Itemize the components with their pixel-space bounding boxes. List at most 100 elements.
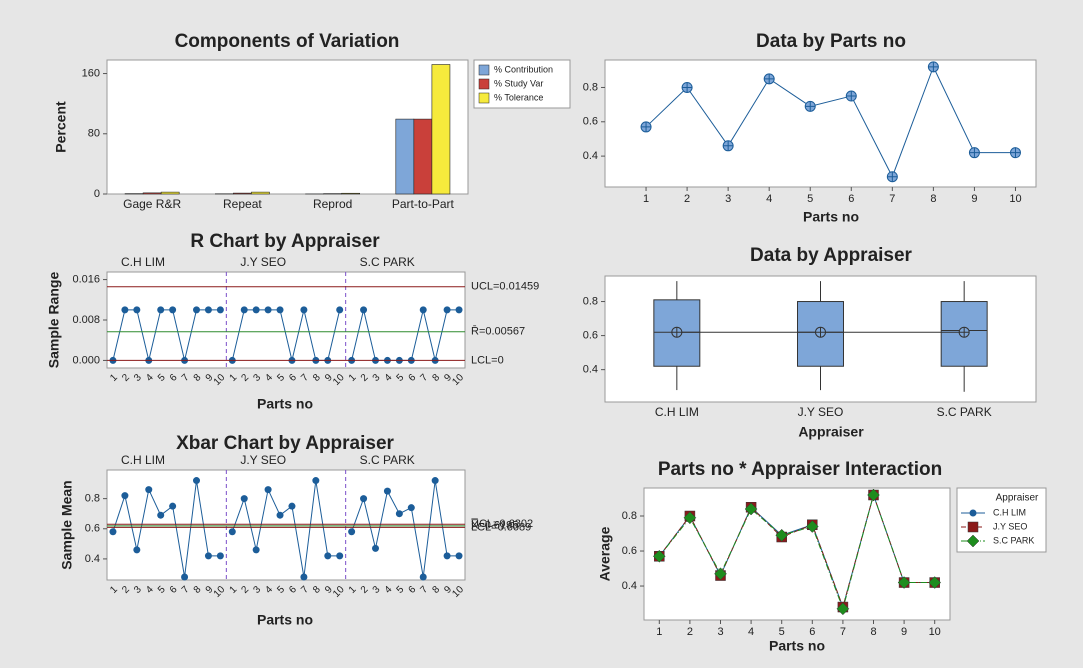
- x-tick-label: 2: [120, 584, 132, 596]
- marker-cross: [641, 121, 652, 132]
- appraiser-label: S.C PARK: [360, 255, 415, 269]
- marker: [204, 306, 212, 314]
- x-tick-label: 2: [687, 626, 693, 638]
- marker: [336, 306, 344, 314]
- x-tick-label: 10: [331, 584, 347, 600]
- marker: [652, 549, 666, 563]
- x-tick-label: 7: [889, 193, 895, 205]
- x-tick-label: 2: [359, 372, 371, 384]
- control-limit-label: X̿=0.6195: [471, 519, 519, 532]
- marker-cross: [764, 73, 775, 84]
- marker: [276, 511, 284, 519]
- x-tick-label: 7: [299, 584, 311, 596]
- marker-cross: [928, 61, 939, 72]
- x-tick-label: 7: [419, 584, 431, 596]
- marker: [264, 486, 272, 494]
- x-tick-label: 5: [156, 584, 168, 596]
- plot-area: [106, 469, 466, 581]
- x-tick-label: 8: [192, 584, 204, 596]
- y-tick-label: 0.008: [72, 314, 100, 326]
- marker: [683, 511, 697, 525]
- marker-cross: [887, 171, 898, 182]
- x-tick-label: Reprod: [313, 197, 352, 211]
- bar: [341, 192, 360, 195]
- marker: [169, 502, 177, 510]
- y-tick-label: 0.4: [583, 150, 598, 162]
- x-tick-label: 2: [120, 372, 132, 384]
- x-tick-label: 5: [156, 372, 168, 384]
- x-tick-label: 3: [371, 372, 383, 384]
- marker: [193, 477, 200, 485]
- x-tick-label: 7: [299, 372, 311, 384]
- x-tick-label: 5: [395, 372, 407, 384]
- marker: [109, 528, 117, 536]
- marker: [133, 546, 141, 554]
- x-tick-label: 10: [450, 584, 466, 600]
- x-tick-label: 8: [311, 584, 323, 596]
- x-tick-label: Repeat: [223, 197, 262, 211]
- x-tick-label: 7: [840, 626, 846, 638]
- x-tick-label: 3: [371, 584, 383, 596]
- y-tick-label: 0.8: [85, 493, 100, 505]
- x-tick-label: 4: [383, 584, 395, 596]
- marker-cross: [815, 327, 826, 338]
- x-tick-label: 5: [779, 626, 785, 638]
- marker: [276, 306, 284, 314]
- x-tick-label: S.C PARK: [937, 405, 992, 419]
- x-axis-label: Parts no: [257, 396, 313, 412]
- series-line: [112, 480, 221, 578]
- x-axis-label: Parts no: [803, 209, 859, 225]
- y-tick-label: 160: [82, 67, 100, 79]
- marker: [300, 306, 308, 314]
- x-tick-label: 1: [347, 372, 359, 384]
- legend-label: J.Y SEO: [993, 521, 1027, 531]
- y-tick-label: 0.8: [583, 81, 598, 93]
- x-tick-label: 10: [212, 584, 228, 600]
- y-axis-label: Average: [597, 526, 613, 581]
- x-tick-label: 10: [1009, 193, 1021, 205]
- control-limit-label: LCL=0: [471, 354, 504, 366]
- x-tick-label: 5: [275, 584, 287, 596]
- bar: [142, 192, 162, 195]
- y-tick-label: 0.6: [583, 330, 598, 342]
- x-tick-label: J.Y SEO: [798, 405, 844, 419]
- legend-label: C.H LIM: [993, 507, 1026, 517]
- marker: [966, 534, 980, 548]
- marker: [240, 495, 248, 503]
- x-tick-label: 7: [180, 372, 192, 384]
- x-tick-label: 6: [168, 372, 180, 384]
- x-axis-label: Parts no: [257, 612, 313, 628]
- chart-title: Parts no * Appraiser Interaction: [658, 459, 942, 480]
- marker: [443, 306, 451, 314]
- x-tick-label: 9: [901, 626, 907, 638]
- chart-title: Xbar Chart by Appraiser: [176, 433, 394, 454]
- x-tick-label: 1: [643, 193, 649, 205]
- x-tick-label: 4: [748, 626, 754, 638]
- x-tick-label: 6: [407, 584, 419, 596]
- appraiser-label: J.Y SEO: [240, 255, 286, 269]
- y-tick-label: 0.000: [72, 354, 100, 366]
- x-tick-label: 6: [407, 372, 419, 384]
- marker: [336, 552, 344, 560]
- x-tick-label: 10: [212, 372, 228, 388]
- control-limit-label: UCL=0.01459: [471, 281, 539, 293]
- marker: [775, 528, 789, 542]
- x-tick-label: 1: [656, 626, 662, 638]
- marker-cross: [846, 91, 857, 102]
- x-tick-label: 6: [809, 626, 815, 638]
- marker-cross: [671, 327, 682, 338]
- x-tick-label: 7: [180, 584, 192, 596]
- legend-box: [473, 59, 571, 109]
- marker: [300, 573, 308, 581]
- x-tick-label: 1: [108, 372, 120, 384]
- x-tick-label: 9: [971, 193, 977, 205]
- plot-area: [106, 271, 466, 369]
- marker-cross: [723, 140, 734, 151]
- y-tick-label: 80: [88, 128, 100, 140]
- marker: [714, 567, 727, 581]
- appraiser-label: C.H LIM: [121, 255, 165, 269]
- marker: [455, 552, 463, 560]
- x-tick-label: 3: [251, 372, 263, 384]
